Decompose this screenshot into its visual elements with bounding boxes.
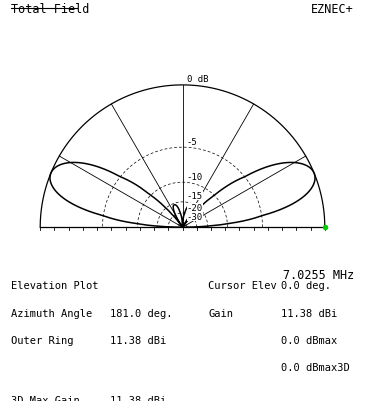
Text: Total Field: Total Field (11, 3, 89, 16)
Text: 0.0 dBmax: 0.0 dBmax (281, 335, 337, 345)
Text: 0 dB: 0 dB (187, 75, 208, 84)
Text: 3D Max Gain: 3D Max Gain (11, 395, 80, 401)
Text: 7.0255 MHz: 7.0255 MHz (283, 269, 354, 282)
Text: Gain: Gain (208, 308, 233, 318)
Text: 11.38 dBi: 11.38 dBi (110, 335, 166, 345)
Text: 0.0 deg.: 0.0 deg. (281, 280, 331, 290)
Text: -30: -30 (187, 213, 203, 222)
Text: Outer Ring: Outer Ring (11, 335, 73, 345)
Text: 181.0 deg.: 181.0 deg. (110, 308, 172, 318)
Text: T̲o̲t̲a̲l̲ ̲F̲i̲e̲l̲d̲: T̲o̲t̲a̲l̲ ̲F̲i̲e̲l̲d̲ (11, 3, 168, 16)
Text: -20: -20 (187, 203, 203, 212)
Text: Cursor Elev: Cursor Elev (208, 280, 277, 290)
Text: -15: -15 (187, 192, 203, 201)
Text: 11.38 dBi: 11.38 dBi (281, 308, 337, 318)
Text: -10: -10 (187, 172, 203, 181)
Text: Azimuth Angle: Azimuth Angle (11, 308, 92, 318)
Text: Elevation Plot: Elevation Plot (11, 280, 99, 290)
Text: 0.0 dBmax3D: 0.0 dBmax3D (281, 363, 350, 373)
Text: -5: -5 (187, 138, 197, 146)
Text: 11.38 dBi: 11.38 dBi (110, 395, 166, 401)
Text: EZNEC+: EZNEC+ (311, 3, 354, 16)
